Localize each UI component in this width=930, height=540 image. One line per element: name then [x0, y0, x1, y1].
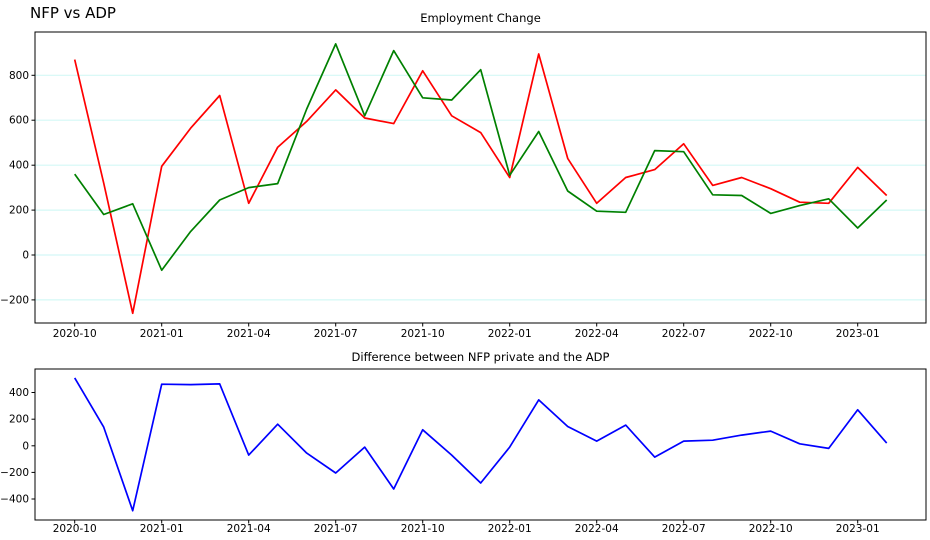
- employment-change-plot: −200 0 200 400 600 800 2020-10 2021-01 2021-04 20…: [0, 31, 927, 340]
- x-tick-label: 2022-07: [662, 523, 706, 535]
- y-tick-label: 0: [22, 440, 29, 452]
- plot-border: [34, 368, 927, 521]
- x-tick-label: 2022-01: [488, 523, 532, 535]
- x-tick-label: 2022-04: [575, 523, 619, 535]
- employment-change-title: Employment Change: [420, 11, 541, 25]
- x-tick-label: 2022-04: [575, 328, 619, 340]
- y-tick-label: 800: [9, 70, 29, 82]
- y-tick-label: 400: [9, 387, 29, 399]
- x-tick-label: 2022-10: [749, 523, 793, 535]
- diff-line: [73, 377, 888, 512]
- x-tick-label: 2021-07: [314, 328, 358, 340]
- y-tick-label: −200: [0, 294, 29, 306]
- x-tick-label: 2020-10: [53, 328, 97, 340]
- y-tick-label: −200: [0, 467, 29, 479]
- y-tick-label: 400: [9, 160, 29, 172]
- x-tick-label: 2023-01: [836, 328, 880, 340]
- y-tick-label: 200: [9, 205, 29, 217]
- x-tick-label: 2022-07: [662, 328, 706, 340]
- plot-border: [34, 31, 927, 324]
- y-tick-label: 0: [22, 250, 29, 262]
- y-tick-label: −400: [0, 494, 29, 506]
- y-tick-label: 600: [9, 115, 29, 127]
- adp-line: [74, 43, 888, 272]
- x-tick-label: 2021-01: [140, 328, 184, 340]
- difference-chart-title: Difference between NFP private and the A…: [351, 350, 610, 364]
- difference-plot: −400 −200 0 200 400 2020-10 2021-01 2021-04 2021…: [0, 368, 927, 535]
- x-tick-label: 2022-10: [749, 328, 793, 340]
- x-tick-label: 2021-04: [227, 328, 271, 340]
- x-tick-label: 2022-01: [488, 328, 532, 340]
- x-tick-label: 2021-01: [140, 523, 184, 535]
- x-tick-label: 2023-01: [836, 523, 880, 535]
- x-tick-label: 2020-10: [53, 523, 97, 535]
- nfp-line: [73, 53, 888, 315]
- figure-suptitle: NFP vs ADP: [30, 4, 116, 22]
- x-tick-label: 2021-10: [401, 328, 445, 340]
- x-tick-label: 2021-10: [401, 523, 445, 535]
- x-tick-label: 2021-07: [314, 523, 358, 535]
- x-tick-label: 2021-04: [227, 523, 271, 535]
- y-tick-label: 200: [9, 414, 29, 426]
